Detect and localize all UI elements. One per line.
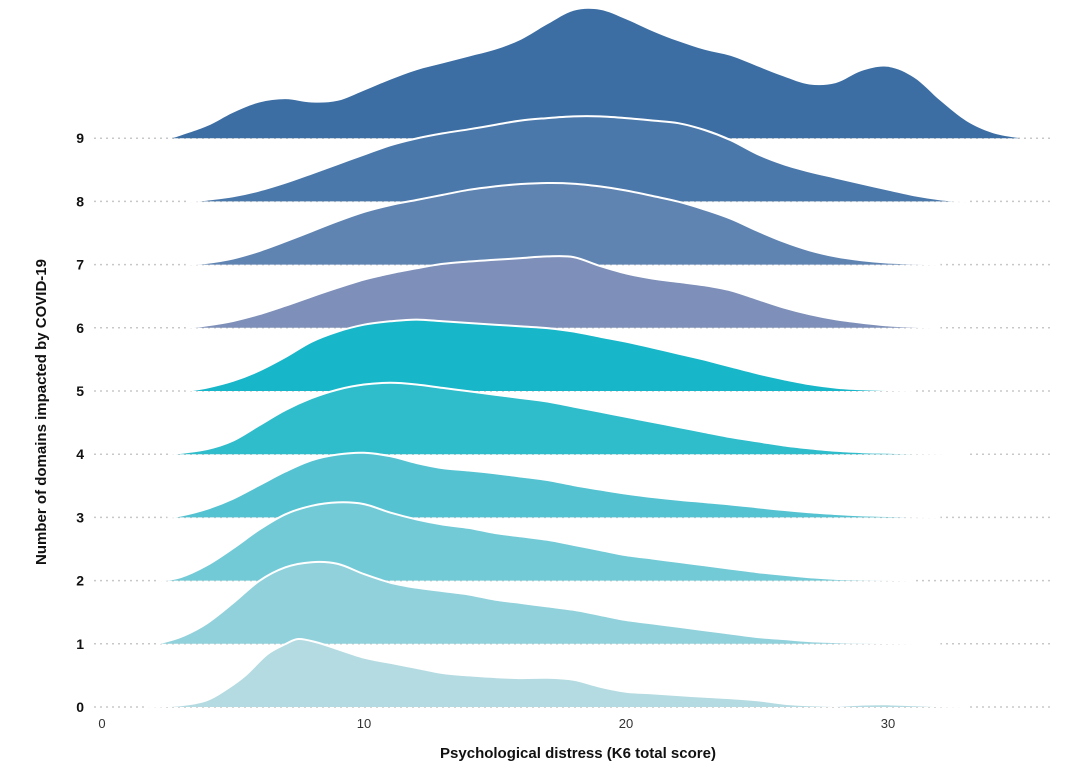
ridge-area: [188, 116, 967, 202]
x-axis-title: Psychological distress (K6 total score): [440, 745, 716, 762]
ridge-area: [170, 382, 967, 455]
ridge-outline: [185, 255, 941, 329]
ridge-area: [185, 319, 915, 391]
ridge-outline: [156, 560, 941, 645]
ridge-2: [159, 501, 915, 582]
y-axis-title: Number of domains impacted by COVID-19: [33, 259, 50, 565]
ridge-7: [185, 181, 941, 266]
x-tick-label: 0: [98, 716, 105, 731]
x-tick-label: 30: [881, 716, 895, 731]
y-tick-label: 0: [76, 699, 84, 715]
density-ridges: [143, 8, 1019, 708]
y-tick-label: 1: [76, 636, 84, 652]
ridge-area: [143, 638, 967, 707]
y-tick-label: 8: [76, 193, 84, 209]
ridge-area: [185, 182, 941, 265]
x-tick-label: 10: [357, 716, 371, 731]
ridge-area: [172, 8, 1019, 139]
ridge-outline: [169, 381, 967, 456]
y-tick-label: 4: [76, 446, 84, 462]
ridge-8: [188, 115, 967, 203]
ridge-area: [157, 561, 941, 644]
ridge-5: [185, 318, 915, 392]
ridge-0: [143, 637, 967, 708]
ridge-outline: [185, 318, 915, 392]
y-tick-label: 5: [76, 383, 84, 399]
y-axis-ticks: 0 1 2 3 4 5 6 7 8 9: [76, 130, 84, 715]
y-tick-label: 3: [76, 509, 84, 525]
ridge-outline: [167, 451, 941, 519]
ridge-area: [185, 256, 941, 328]
y-tick-label: 7: [76, 257, 84, 273]
ridge-outline: [185, 181, 941, 266]
ridge-1: [156, 560, 941, 645]
y-tick-label: 2: [76, 573, 84, 589]
ridge-6: [185, 255, 941, 329]
ridge-outline: [159, 501, 915, 582]
ridge-3: [167, 451, 941, 519]
ridge-area: [159, 502, 915, 581]
ridge-9: [172, 8, 1019, 139]
ridge-outline: [143, 637, 967, 708]
y-tick-label: 6: [76, 320, 84, 336]
x-axis-ticks: 0 10 20 30: [98, 716, 895, 731]
x-tick-label: 20: [619, 716, 633, 731]
ridge-area: [167, 452, 941, 518]
ridge-4: [169, 381, 967, 456]
ridge-outline: [188, 115, 967, 203]
y-tick-label: 9: [76, 130, 84, 146]
